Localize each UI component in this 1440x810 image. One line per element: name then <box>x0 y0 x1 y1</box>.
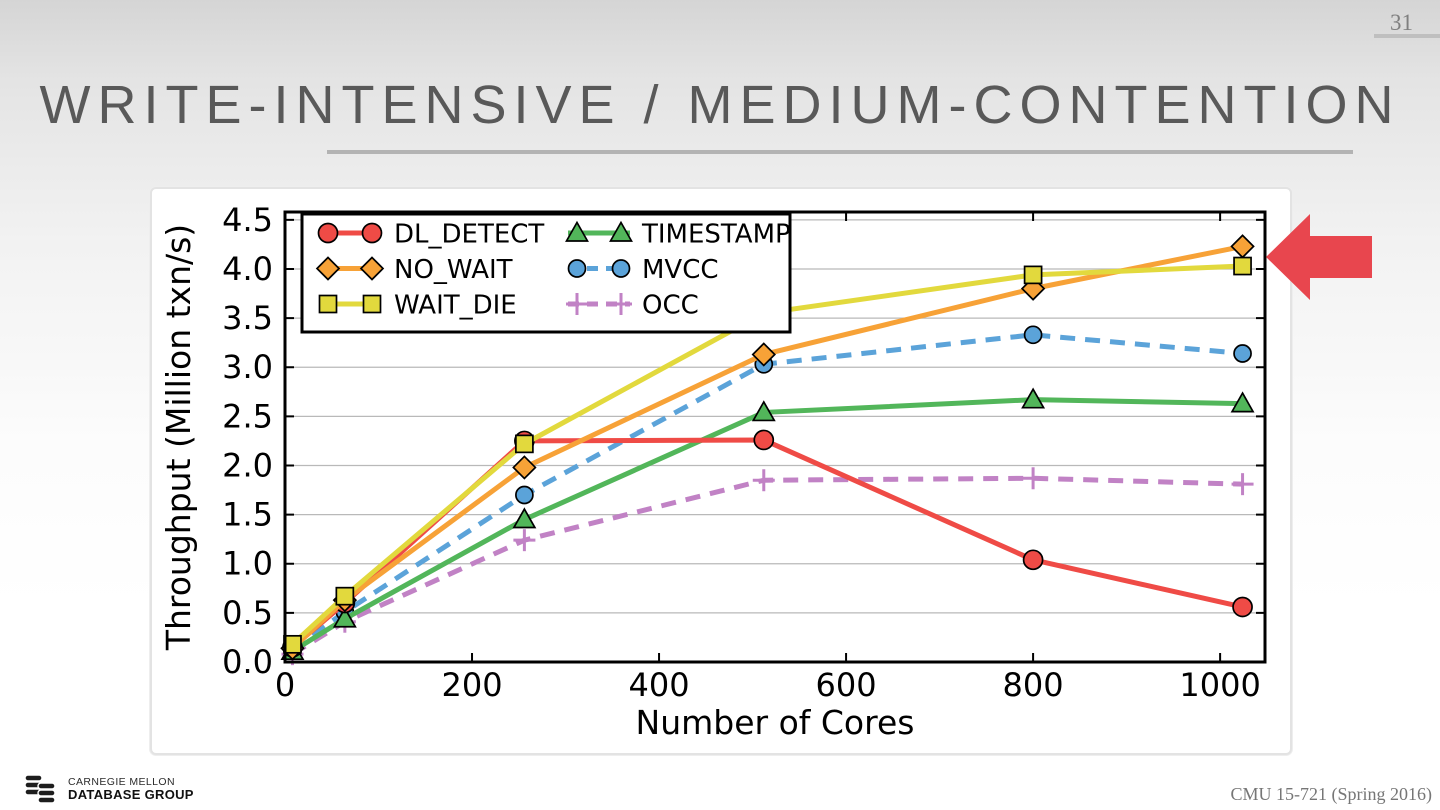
svg-text:3.0: 3.0 <box>222 348 273 386</box>
x-tick-labels: 0 200 400 600 800 1000 <box>275 666 1261 704</box>
svg-text:0.5: 0.5 <box>222 594 273 632</box>
series-WAIT_DIE <box>283 256 1252 654</box>
svg-text:0: 0 <box>275 666 295 704</box>
page-number: 31 <box>1390 10 1413 35</box>
title-underline <box>327 150 1353 154</box>
legend: DL_DETECT NO_WAIT WAIT_DIE TIMESTAMP MVCC OCC <box>300 212 792 334</box>
svg-text:2.5: 2.5 <box>222 397 273 435</box>
axes <box>283 210 1267 664</box>
slide-title: WRITE-INTENSIVE / MEDIUM-CONTENTION <box>39 75 1401 135</box>
svg-text:2.0: 2.0 <box>222 446 273 484</box>
svg-text:4.5: 4.5 <box>222 201 273 239</box>
svg-text:3.5: 3.5 <box>222 299 273 337</box>
cmu-db-logo: CARNEGIE MELLON DATABASE GROUP <box>24 772 194 806</box>
legend-label-TIMESTAMP: TIMESTAMP <box>641 220 791 250</box>
y-axis-label: Throughput (Million txn/s) <box>159 224 198 651</box>
legend-label-MVCC: MVCC <box>642 255 719 285</box>
svg-text:1000: 1000 <box>1179 666 1260 704</box>
y-tick-labels: 0.0 0.5 1.0 1.5 2.0 2.5 3.0 3.5 4.0 4.5 <box>222 201 273 681</box>
database-cylinders-icon <box>24 774 56 804</box>
page-number-rule <box>1374 34 1440 38</box>
legend-label-NO_WAIT: NO_WAIT <box>394 255 513 285</box>
svg-text:600: 600 <box>816 666 877 704</box>
svg-text:200: 200 <box>441 666 502 704</box>
svg-text:1.0: 1.0 <box>222 545 273 583</box>
x-axis-label: Number of Cores <box>636 703 915 742</box>
legend-label-OCC: OCC <box>642 291 699 321</box>
legend-label-DL_DETECT: DL_DETECT <box>394 220 544 250</box>
svg-text:4.0: 4.0 <box>222 250 273 288</box>
legend-label-WAIT_DIE: WAIT_DIE <box>394 291 517 321</box>
chart-panel: 0 200 400 600 800 1000 0.0 0.5 1.0 1.5 2.0 2.5 3.0 3.… <box>150 187 1292 755</box>
logo-text-line2: DATABASE GROUP <box>68 786 194 802</box>
svg-text:800: 800 <box>1003 666 1064 704</box>
course-label: CMU 15-721 (Spring 2016) <box>1230 784 1433 804</box>
svg-text:400: 400 <box>629 666 690 704</box>
svg-text:0.0: 0.0 <box>222 643 273 681</box>
svg-text:1.5: 1.5 <box>222 496 273 534</box>
throughput-chart: 0 200 400 600 800 1000 0.0 0.5 1.0 1.5 2.0 2.5 3.0 3.… <box>159 201 1267 742</box>
logo-text-line1: CARNEGIE MELLON <box>68 775 175 788</box>
